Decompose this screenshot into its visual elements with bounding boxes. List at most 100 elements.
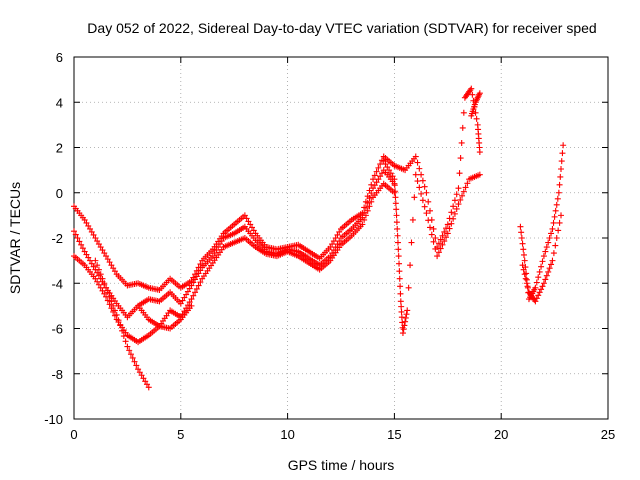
data-point: [195, 282, 202, 289]
data-point: [122, 338, 129, 345]
data-point: [520, 251, 527, 258]
chart-title: Day 052 of 2022, Sidereal Day-to-day VTE…: [87, 20, 596, 36]
data-point: [550, 219, 557, 226]
data-point: [373, 168, 380, 175]
data-point: [88, 260, 95, 267]
data-point: [126, 347, 133, 354]
data-point: [111, 268, 118, 275]
data-point: [184, 302, 191, 309]
data-point: [370, 176, 377, 183]
series-track-10: [519, 212, 565, 305]
data-point: [329, 241, 336, 248]
data-point: [370, 185, 377, 192]
data-point: [393, 219, 400, 226]
data-point: [129, 354, 136, 361]
data-point: [79, 245, 86, 252]
data-point: [127, 351, 134, 358]
data-point: [395, 253, 402, 260]
data-point: [557, 173, 564, 180]
y-tick-label: 6: [56, 50, 63, 65]
data-point: [90, 231, 97, 238]
data-point: [87, 225, 94, 232]
data-point: [427, 224, 433, 231]
data-point: [437, 245, 444, 252]
x-tick-label: 0: [70, 427, 77, 442]
data-point: [188, 282, 195, 289]
data-point: [243, 215, 250, 222]
data-point: [552, 207, 559, 214]
data-point: [85, 254, 92, 261]
data-point: [545, 268, 552, 275]
data-point: [451, 197, 458, 204]
data-point: [110, 302, 117, 309]
y-tick-label: 4: [56, 95, 63, 110]
data-point: [518, 235, 525, 241]
series-track-8: [468, 90, 483, 119]
data-point: [421, 183, 428, 190]
data-point: [554, 195, 561, 202]
x-tick-label: 20: [494, 427, 508, 442]
data-point: [133, 362, 140, 369]
data-point: [444, 230, 451, 237]
data-point: [375, 164, 382, 171]
data-point: [197, 279, 204, 286]
data-point: [247, 221, 254, 228]
data-point: [469, 91, 476, 98]
data-point: [520, 266, 527, 273]
data-point: [85, 222, 92, 229]
data-point: [418, 190, 425, 197]
data-point: [399, 330, 406, 337]
data-point: [441, 238, 448, 245]
data-point: [104, 289, 111, 296]
data-point: [522, 275, 529, 282]
data-point: [371, 182, 378, 189]
data-point: [539, 258, 546, 265]
data-point: [94, 238, 101, 245]
y-axis-label: SDTVAR / TECUs: [7, 182, 23, 294]
data-point: [404, 307, 411, 314]
data-point: [95, 266, 102, 273]
data-point: [366, 195, 373, 202]
data-point: [92, 257, 99, 264]
data-point: [396, 260, 403, 267]
data-point: [177, 300, 184, 307]
data-point: [362, 204, 369, 211]
data-point: [218, 238, 225, 245]
data-point: [184, 288, 191, 295]
data-point: [215, 244, 222, 251]
data-point: [392, 188, 399, 195]
data-point: [535, 274, 542, 281]
data-point: [444, 221, 451, 228]
data-point: [104, 256, 111, 263]
data-point: [375, 176, 382, 183]
data-point: [92, 275, 99, 282]
data-point: [434, 253, 441, 260]
data-point: [427, 207, 433, 214]
data-point: [536, 289, 543, 296]
data-point: [211, 250, 218, 257]
data-point: [532, 284, 539, 291]
data-point: [99, 247, 106, 254]
data-point: [559, 150, 566, 157]
data-point: [443, 225, 450, 232]
data-point: [197, 261, 204, 268]
data-point: [397, 298, 404, 305]
data-point: [535, 292, 542, 299]
data-point: [451, 210, 458, 217]
data-point: [396, 268, 403, 275]
x-tick-label: 25: [601, 427, 615, 442]
data-point: [458, 139, 465, 146]
data-point: [377, 161, 384, 168]
data-point: [72, 231, 79, 238]
data-point: [430, 225, 437, 232]
data-point: [188, 296, 195, 303]
data-point: [359, 221, 366, 228]
data-point: [392, 194, 399, 201]
data-point: [106, 293, 113, 300]
data-point: [520, 246, 527, 253]
data-point: [414, 178, 421, 185]
data-point: [558, 165, 565, 172]
data-point: [190, 292, 197, 299]
data-point: [518, 229, 525, 236]
data-point: [453, 191, 460, 198]
